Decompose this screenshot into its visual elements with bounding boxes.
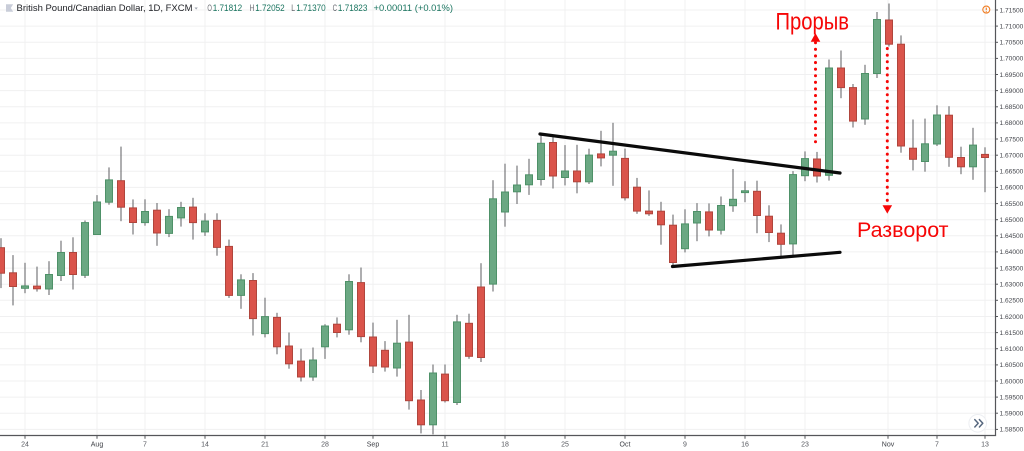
svg-text:1.71370: 1.71370 (296, 3, 326, 13)
svg-text:16: 16 (741, 441, 749, 448)
svg-text:1.70000: 1.70000 (1000, 56, 1024, 63)
svg-text:1.67000: 1.67000 (1000, 153, 1024, 160)
svg-text:+0.00011 (+0.01%): +0.00011 (+0.01%) (374, 3, 454, 13)
svg-text:O: O (207, 3, 212, 13)
svg-text:1.58500: 1.58500 (1000, 427, 1024, 434)
svg-text:1.69500: 1.69500 (1000, 72, 1024, 79)
svg-text:1.62500: 1.62500 (1000, 298, 1024, 305)
svg-text:British Pound/Canadian Dollar,: British Pound/Canadian Dollar, 1D, FXCM (17, 3, 193, 13)
svg-text:23: 23 (801, 441, 809, 448)
svg-text:1.61000: 1.61000 (1000, 346, 1024, 353)
svg-text:Разворот: Разворот (857, 219, 949, 242)
svg-text:7: 7 (143, 441, 147, 448)
svg-text:Sep: Sep (367, 441, 380, 448)
svg-text:1.64500: 1.64500 (1000, 233, 1024, 240)
svg-text:1.68000: 1.68000 (1000, 120, 1024, 127)
svg-text:1.71812: 1.71812 (213, 3, 243, 13)
svg-text:Nov: Nov (882, 441, 895, 448)
svg-text:1.66500: 1.66500 (1000, 169, 1024, 176)
svg-text:1.69000: 1.69000 (1000, 88, 1024, 95)
svg-text:21: 21 (261, 441, 269, 448)
svg-text:9: 9 (683, 441, 687, 448)
svg-text:1.59000: 1.59000 (1000, 411, 1024, 418)
svg-text:1.72052: 1.72052 (255, 3, 285, 13)
svg-text:1.61500: 1.61500 (1000, 330, 1024, 337)
svg-text:1.63000: 1.63000 (1000, 282, 1024, 289)
svg-text:1.71000: 1.71000 (1000, 23, 1024, 30)
svg-text:24: 24 (21, 441, 29, 448)
svg-text:14: 14 (201, 441, 209, 448)
svg-text:1.67500: 1.67500 (1000, 136, 1024, 143)
svg-text:25: 25 (561, 441, 569, 448)
svg-text:13: 13 (981, 441, 989, 448)
svg-text:28: 28 (321, 441, 329, 448)
svg-text:Aug: Aug (91, 441, 104, 448)
svg-text:1.66000: 1.66000 (1000, 185, 1024, 192)
svg-text:L: L (291, 3, 295, 13)
svg-text:Прорыв: Прорыв (776, 8, 850, 35)
svg-text:1.60000: 1.60000 (1000, 378, 1024, 385)
svg-text:1.63500: 1.63500 (1000, 265, 1024, 272)
svg-text:7: 7 (935, 441, 939, 448)
svg-text:1.70500: 1.70500 (1000, 40, 1024, 47)
svg-text:1.60500: 1.60500 (1000, 362, 1024, 369)
svg-text:1.65500: 1.65500 (1000, 201, 1024, 208)
svg-text:1.71823: 1.71823 (338, 3, 368, 13)
svg-text:Oct: Oct (620, 441, 631, 448)
svg-text:1.59500: 1.59500 (1000, 394, 1024, 401)
svg-text:11: 11 (441, 441, 448, 448)
svg-text:H: H (250, 3, 255, 13)
svg-text:1.71500: 1.71500 (1000, 7, 1024, 14)
svg-text:1.62000: 1.62000 (1000, 314, 1024, 321)
svg-text:18: 18 (501, 441, 509, 448)
svg-text:1.68500: 1.68500 (1000, 104, 1024, 111)
svg-text:1.65000: 1.65000 (1000, 217, 1024, 224)
svg-text:1.64000: 1.64000 (1000, 249, 1024, 256)
svg-text:C: C (333, 3, 338, 13)
